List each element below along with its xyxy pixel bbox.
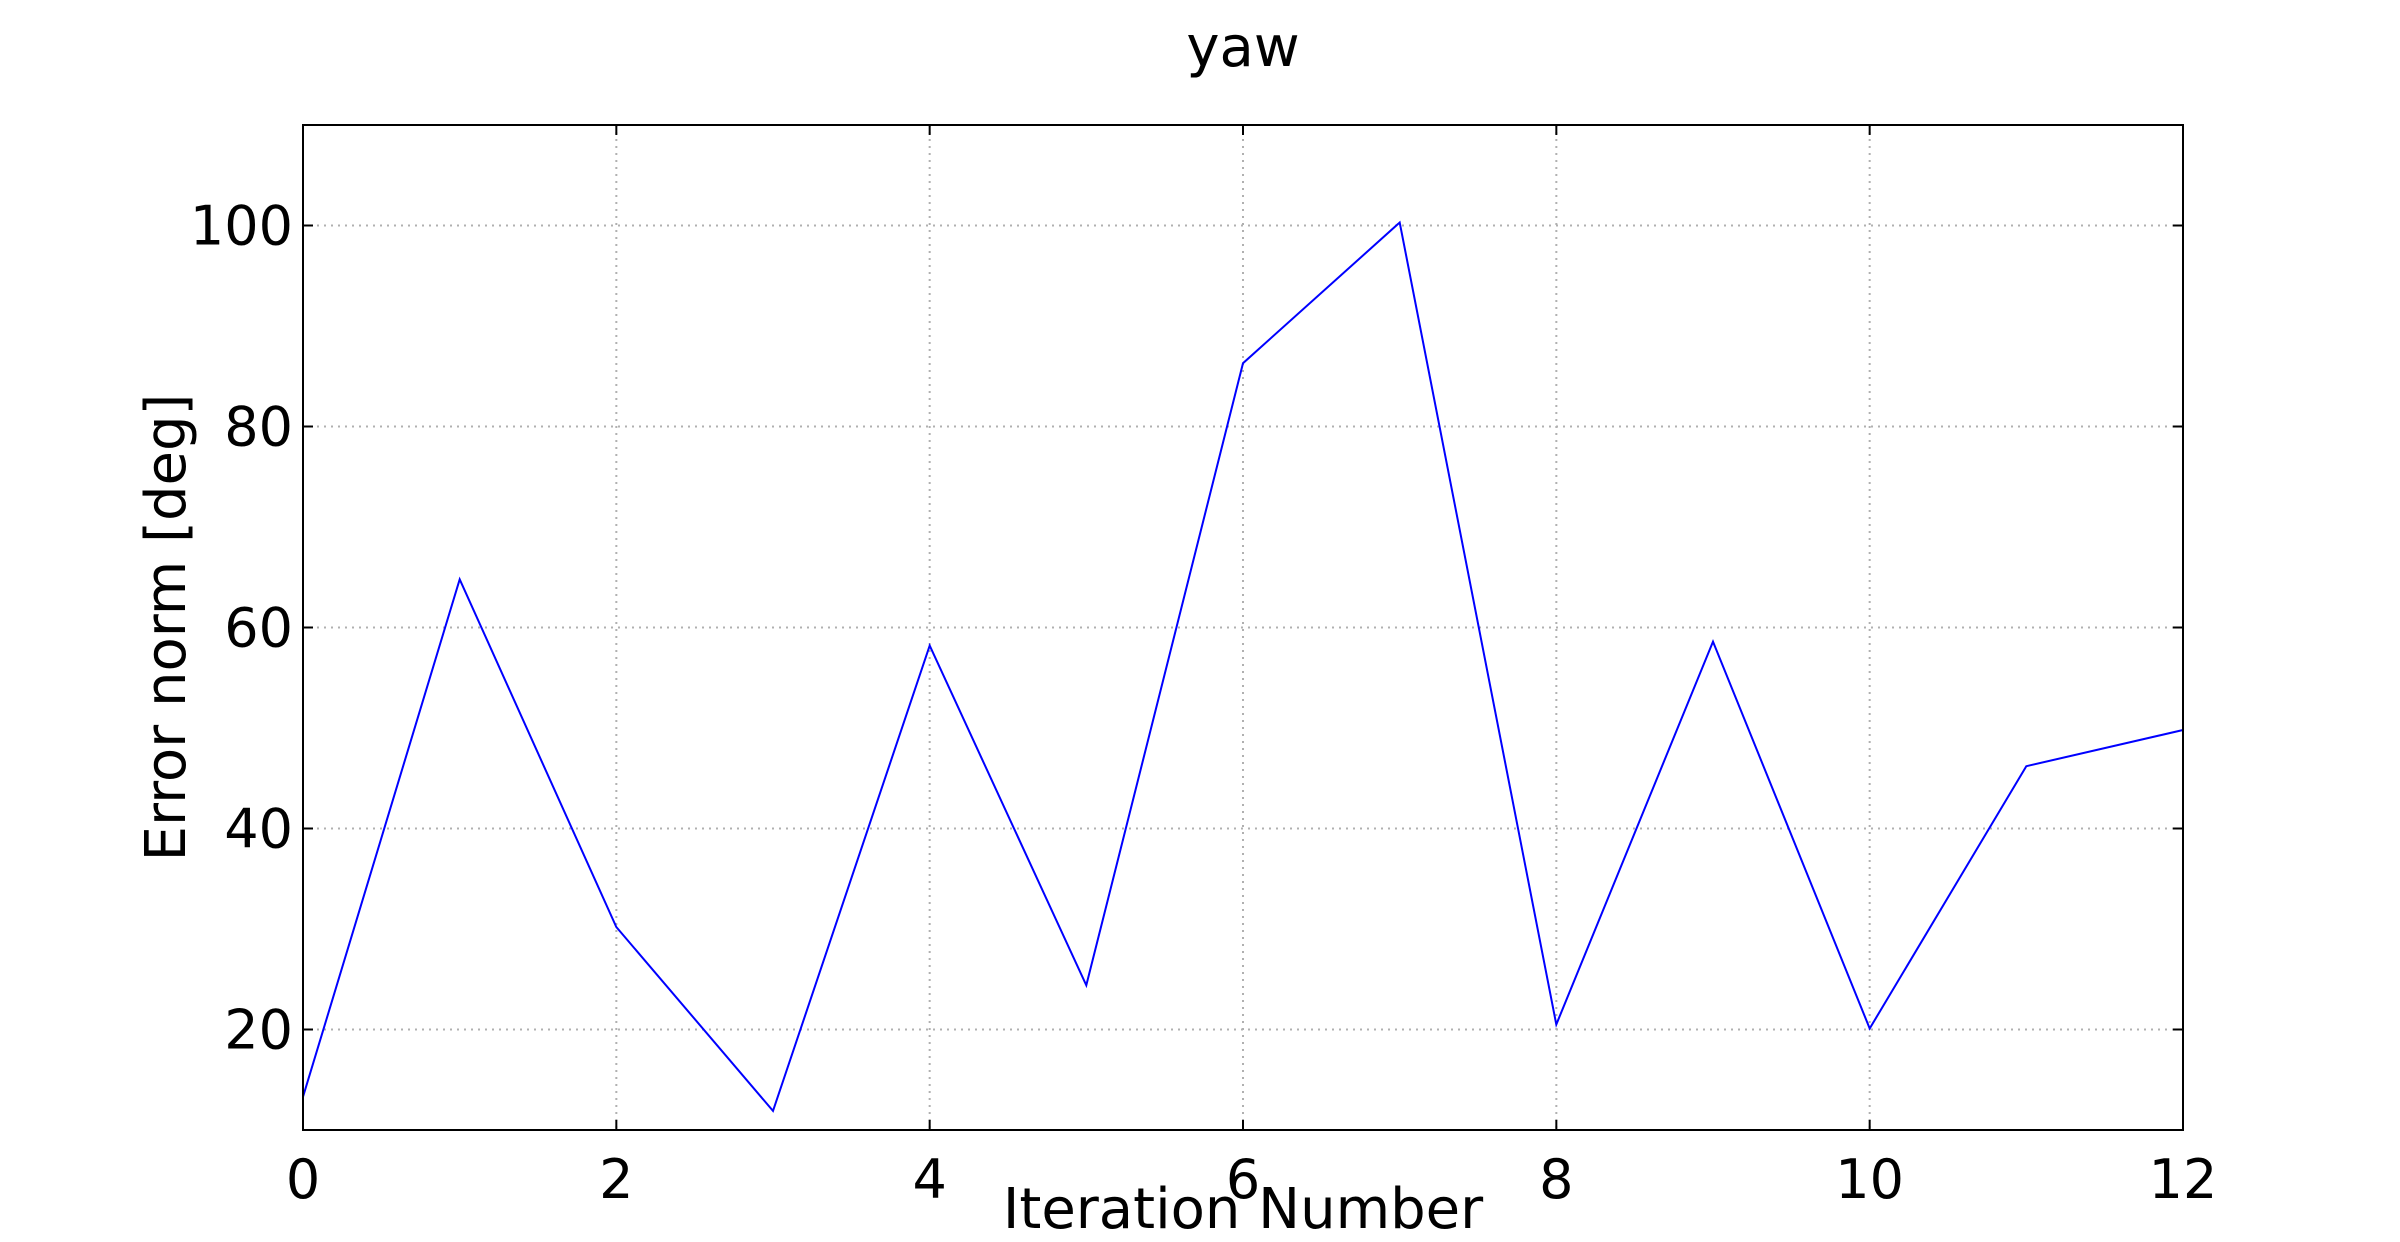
series-layer (302, 220, 2184, 1113)
series-line (302, 220, 2184, 1113)
tick-labels: 0 2 4 6 8 10 12 20 40 60 80 100 (190, 195, 2217, 1212)
y-tick-label: 100 (190, 195, 293, 258)
x-tick-label: 6 (1226, 1148, 1260, 1211)
ticks (302, 125, 2184, 1130)
x-tick-label: 0 (286, 1148, 320, 1211)
x-tick-label: 4 (912, 1148, 946, 1211)
chart-title: yaw (1186, 15, 1299, 80)
x-tick-label: 12 (2149, 1148, 2218, 1211)
y-tick-label: 20 (224, 999, 293, 1062)
x-tick-label: 2 (599, 1148, 633, 1211)
y-tick-label: 60 (224, 597, 293, 660)
y-tick-label: 40 (224, 798, 293, 861)
x-tick-label: 10 (1835, 1148, 1904, 1211)
y-tick-label: 80 (224, 396, 293, 459)
y-axis-label: Error norm [deg] (134, 394, 199, 862)
grid (303, 125, 2183, 1130)
x-tick-label: 8 (1539, 1148, 1573, 1211)
x-axis-label: Iteration Number (1003, 1177, 1484, 1242)
